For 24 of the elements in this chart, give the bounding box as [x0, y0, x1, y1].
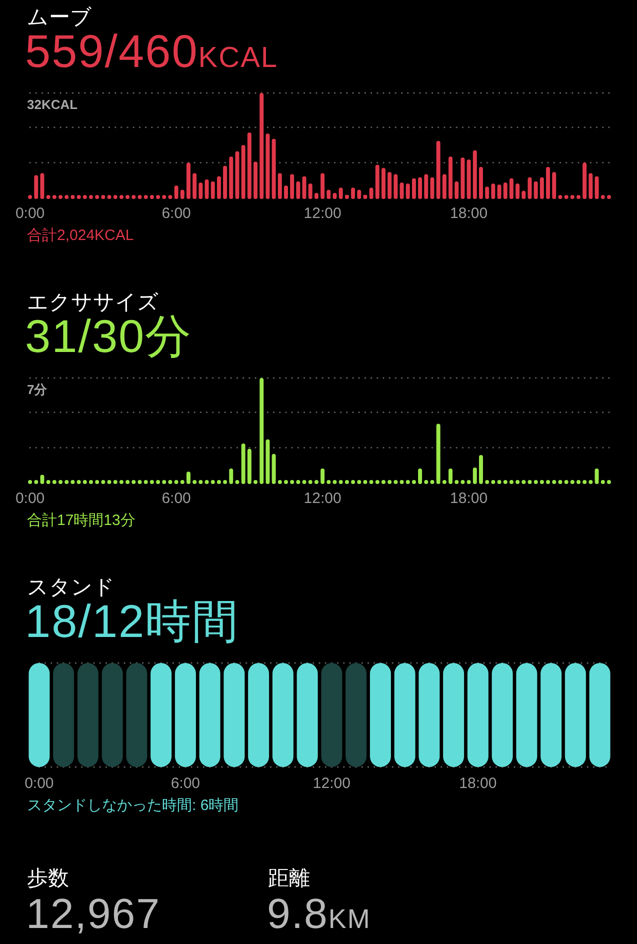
title: スタンド	[27, 576, 115, 599]
x-tick-label: 6:00	[162, 490, 191, 507]
x-tick-label: 12:00	[304, 490, 342, 507]
annotation: 合計17時間13分	[27, 512, 136, 529]
x-tick-label: 0:00	[24, 775, 54, 792]
x-tick-label: 6:00	[162, 205, 191, 222]
annotation: スタンドしなかった時間: 6時間	[27, 797, 239, 814]
label: 距離	[268, 867, 310, 890]
x-tick-label: 18:00	[450, 490, 488, 507]
value: 9.8KM	[267, 890, 371, 937]
x-tick-label: 18:00	[459, 775, 497, 792]
label: 歩数	[27, 867, 69, 890]
annotation: 合計2,024KCAL	[27, 227, 134, 244]
title: ムーブ	[27, 6, 92, 29]
x-tick-label: 0:00	[15, 490, 45, 507]
x-tick-label: 12:00	[312, 775, 350, 792]
ref-label: 32KCAL	[27, 97, 78, 112]
ref-label: 7分	[27, 382, 48, 397]
title: エクササイズ	[27, 291, 159, 314]
x-tick-label: 0:00	[15, 205, 45, 222]
value: 12,967	[26, 890, 160, 937]
x-tick-label: 12:00	[304, 205, 342, 222]
x-tick-label: 18:00	[450, 205, 488, 222]
x-tick-label: 6:00	[170, 775, 200, 792]
